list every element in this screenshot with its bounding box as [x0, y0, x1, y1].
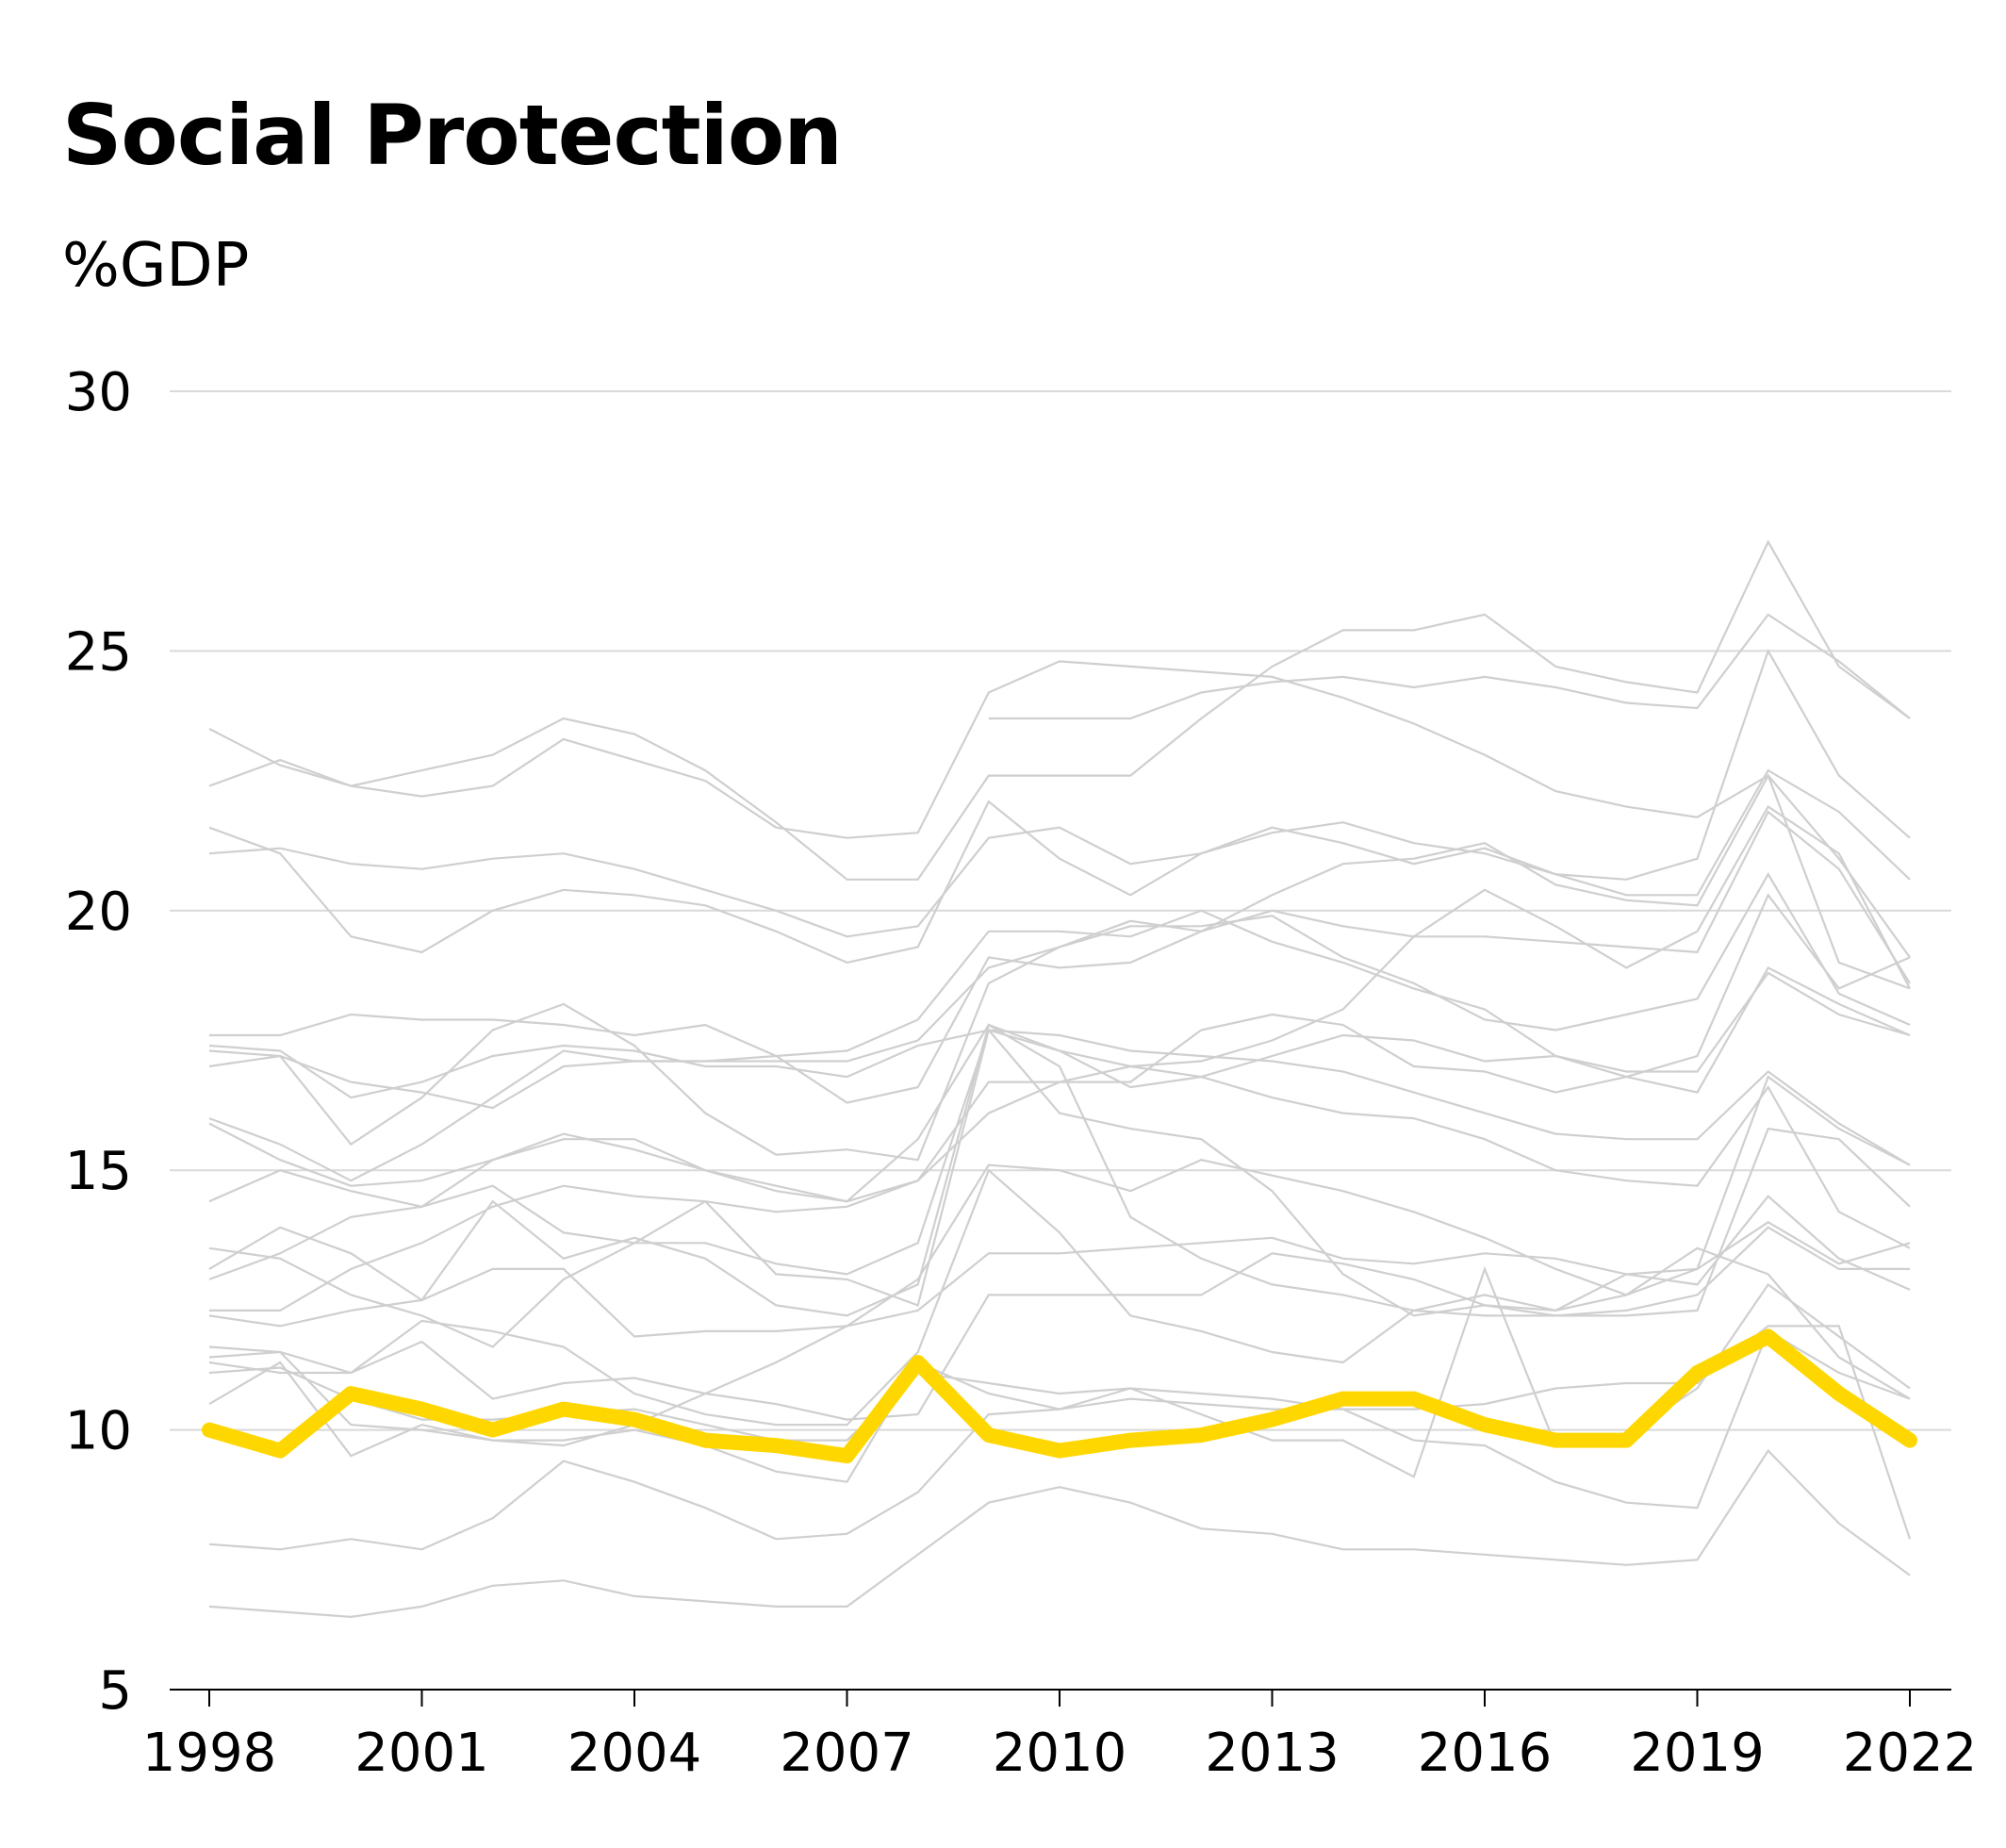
x-tick-label-2004: 2004: [567, 1723, 702, 1784]
highlight-series-group: [202, 1328, 1917, 1464]
highlight-series-line: [202, 1328, 1917, 1464]
x-axis: [170, 1689, 1951, 1707]
x-tick-label-2010: 2010: [993, 1723, 1127, 1784]
x-tick-label-2019: 2019: [1630, 1723, 1765, 1784]
context-series-line-17: [208, 1195, 1911, 1338]
x-tick-label-1998: 1998: [142, 1723, 277, 1784]
context-series-line-21: [208, 1325, 1912, 1540]
x-tick-label-2007: 2007: [780, 1723, 914, 1784]
context-series-line-3: [208, 539, 1911, 881]
y-tick-label-20: 20: [65, 882, 132, 943]
chart-title: Social Protection: [62, 87, 843, 184]
context-series-line-18: [208, 1127, 1911, 1421]
context-series-line-7: [209, 810, 1911, 1104]
context-series-line-24: [208, 1448, 1911, 1619]
context-series-line-5: [208, 768, 1911, 965]
context-series-group: [208, 539, 1912, 1619]
y-axis-tick-labels: 5 10 15 20 25 30: [65, 362, 132, 1722]
x-tick-label-2016: 2016: [1418, 1723, 1553, 1784]
y-tick-label-15: 15: [65, 1141, 132, 1202]
context-series-line-10: [208, 872, 1911, 1182]
x-tick-label-2013: 2013: [1205, 1723, 1340, 1784]
context-series-line-23: [208, 1329, 1911, 1551]
context-series-line-14: [209, 1064, 1911, 1312]
y-tick-label-5: 5: [98, 1660, 132, 1722]
context-series-line-2: [208, 660, 1911, 990]
y-axis-unit-label: %GDP: [62, 231, 250, 301]
x-tick-label-2001: 2001: [354, 1723, 489, 1784]
context-series-line-11: [208, 965, 1911, 1203]
context-series-line-12: [208, 971, 1911, 1208]
x-tick-label-2022: 2022: [1843, 1723, 1978, 1784]
context-series-line-1: [988, 613, 1911, 720]
y-tick-label-25: 25: [65, 621, 132, 683]
y-tick-label-30: 30: [65, 362, 132, 423]
context-series-line-19: [208, 1168, 1910, 1427]
context-series-line-9: [208, 805, 1911, 1099]
x-axis-tick-labels: 1998 2001 2004 2007 2010 2013 2016 2019 2022: [142, 1723, 1978, 1784]
context-series-line-13: [208, 1029, 1911, 1348]
y-tick-label-10: 10: [65, 1401, 132, 1462]
context-series-line-4: [208, 648, 1911, 938]
